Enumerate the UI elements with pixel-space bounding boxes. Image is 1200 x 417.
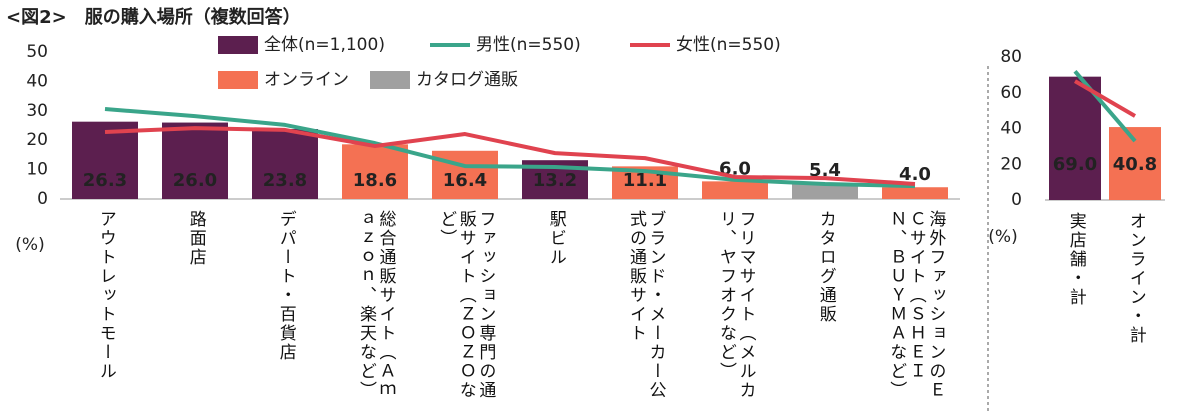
x-tick-label: ブランド・メーカー公式の通販サイト xyxy=(626,210,666,400)
y-tick-label: 40 xyxy=(26,71,48,91)
legend-swatch xyxy=(218,71,258,89)
legend-label: 女性(n=550) xyxy=(676,35,781,55)
category-box: アウトレットモール xyxy=(95,210,116,381)
data-label: 26.0 xyxy=(173,170,217,191)
bar xyxy=(1049,76,1101,200)
x-tick-label: フリマサイト（メルカリ、ヤフオクなど） xyxy=(716,210,756,400)
legend-label: カタログ通販 xyxy=(416,70,518,90)
line xyxy=(104,126,916,187)
bar xyxy=(882,187,948,199)
x-tick-label: アウトレットモール xyxy=(95,210,116,381)
category-box: ブランド・メーカー公式の通販サイト xyxy=(626,210,666,400)
bar xyxy=(342,144,408,199)
legend-label: オンライン xyxy=(264,70,349,90)
x-tick-label: デパート・百貨店 xyxy=(275,210,296,362)
x-tick-label: カタログ通販 xyxy=(815,210,836,324)
legend-label: 男性(n=550) xyxy=(476,35,581,55)
y-tick-label: 20 xyxy=(1000,154,1022,174)
data-label: 69.0 xyxy=(1053,154,1097,175)
category-box: 海外ファッションのＥＣサイト（ＳＨＥＩＮ、ＢＵＹＭＡなど） xyxy=(886,210,946,400)
x-tick-label: 路面店 xyxy=(185,210,206,267)
category-box: カタログ通販 xyxy=(815,210,836,324)
bar xyxy=(792,183,858,199)
y-tick-label: 80 xyxy=(1000,47,1022,67)
y-tick-label: 20 xyxy=(26,130,48,150)
category-box: 実店舗・計 xyxy=(1065,212,1086,307)
y-tick-label: 30 xyxy=(26,101,48,121)
category-box: 総合通販サイト（Ａｍａｚｏｎ、楽天など） xyxy=(356,210,396,400)
x-tick-label: ファッション専門の通販サイト（ＺＯＺＯなど） xyxy=(436,210,496,400)
data-label: 18.6 xyxy=(353,170,397,191)
legend-label: 全体(n=1,100) xyxy=(264,35,385,55)
data-label: 23.8 xyxy=(263,170,307,191)
data-label: 26.3 xyxy=(83,170,127,191)
x-tick-label: 駅ビル xyxy=(545,210,566,267)
category-box: 駅ビル xyxy=(545,210,566,267)
y-tick-label: 50 xyxy=(26,42,48,62)
x-tick-label: 総合通販サイト（Ａｍａｚｏｎ、楽天など） xyxy=(356,210,396,400)
y-tick-label: 40 xyxy=(1000,119,1022,139)
x-tick-label: 海外ファッションのＥＣサイト（ＳＨＥＩＮ、ＢＵＹＭＡなど） xyxy=(886,210,946,400)
data-label: 40.8 xyxy=(1113,154,1157,175)
bar xyxy=(702,181,768,199)
data-label: 16.4 xyxy=(443,170,487,191)
y-tick-label: 60 xyxy=(1000,83,1022,103)
data-label: 4.0 xyxy=(899,164,931,185)
line xyxy=(1073,69,1137,143)
data-label: 5.4 xyxy=(809,160,841,181)
line xyxy=(1073,79,1137,118)
y-unit: (%) xyxy=(988,227,1017,247)
legend-swatch xyxy=(370,71,410,89)
y-tick-label: 0 xyxy=(1011,190,1022,210)
chart-title: <図2> 服の購入場所（複数回答） xyxy=(6,6,301,28)
category-box: フリマサイト（メルカリ、ヤフオクなど） xyxy=(716,210,756,400)
category-box: 路面店 xyxy=(185,210,206,267)
legend-swatch xyxy=(218,36,258,54)
bar xyxy=(72,121,138,199)
y-unit: (%) xyxy=(15,235,44,255)
y-tick-label: 0 xyxy=(37,189,48,209)
line xyxy=(104,107,916,189)
x-tick-label: 実店舗・計 xyxy=(1065,212,1086,307)
data-label: 13.2 xyxy=(533,170,577,191)
data-label: 11.1 xyxy=(623,170,667,191)
category-box: ファッション専門の通販サイト（ＺＯＺＯなど） xyxy=(436,210,496,400)
category-box: デパート・百貨店 xyxy=(275,210,296,362)
y-tick-label: 10 xyxy=(26,160,48,180)
x-tick-label: オンライン・計 xyxy=(1125,212,1146,345)
bar xyxy=(162,122,228,199)
bar xyxy=(252,129,318,199)
category-box: オンライン・計 xyxy=(1125,212,1146,345)
